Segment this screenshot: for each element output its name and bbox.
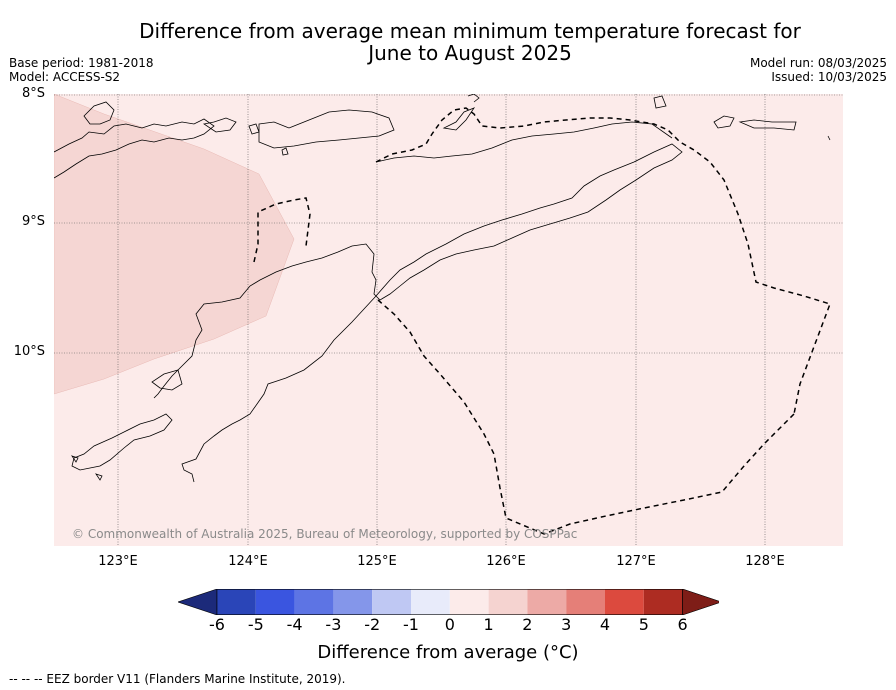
eez-borders bbox=[253, 107, 831, 535]
copyright-notice: © Commonwealth of Australia 2025, Bureau… bbox=[72, 527, 578, 541]
lon-label-124e: 124°E bbox=[228, 554, 268, 569]
coast-island-north-2 bbox=[442, 107, 476, 131]
coast-island-north bbox=[467, 94, 480, 103]
colorbar-segment bbox=[527, 589, 567, 615]
coast-pantar bbox=[202, 117, 237, 133]
colorbar-segment bbox=[255, 589, 295, 615]
colorbar-segment bbox=[488, 589, 528, 615]
coast-alor bbox=[83, 101, 115, 125]
eez-legend-note: -- -- -- EEZ border V11 (Flanders Marine… bbox=[9, 672, 346, 686]
lon-label-126e: 126°E bbox=[486, 554, 526, 569]
lon-label-123e: 123°E bbox=[98, 554, 138, 569]
colorbar-tick-label: 3 bbox=[561, 615, 572, 634]
lat-label-9s: 9°S bbox=[21, 214, 45, 229]
colorbar-tick-label: 2 bbox=[522, 615, 533, 634]
gridlines bbox=[54, 94, 843, 546]
coast-island-east-4 bbox=[827, 135, 831, 141]
colorbar-label: Difference from average (°C) bbox=[317, 642, 579, 663]
colorbar-segment bbox=[217, 589, 256, 615]
colorbar-tick-label: 1 bbox=[483, 615, 494, 634]
colorbar-extend-high bbox=[682, 589, 719, 615]
colorbar-tick-label: 5 bbox=[638, 615, 649, 634]
coast-savu bbox=[71, 413, 173, 471]
colorbar-outline bbox=[216, 589, 683, 615]
colorbar-segment bbox=[643, 589, 683, 615]
colorbar-segment bbox=[566, 589, 605, 615]
model-name: Model: ACCESS-S2 bbox=[9, 70, 121, 84]
colorbar-tick-label: -5 bbox=[247, 615, 264, 634]
meta-right: Model run: 08/03/2025 Issued: 10/03/2025 bbox=[750, 56, 887, 84]
colorbar-segment bbox=[449, 589, 489, 615]
coast-islet-1 bbox=[71, 455, 79, 463]
meta-left: Base period: 1981-2018 Model: ACCESS-S2 bbox=[9, 56, 154, 84]
title-line-1: Difference from average mean minimum tem… bbox=[139, 19, 801, 43]
eez-border-south bbox=[377, 299, 795, 535]
title-line-2: June to August 2025 bbox=[368, 41, 572, 65]
coast-island-east-2 bbox=[713, 115, 735, 129]
colorbar-segment bbox=[333, 589, 373, 615]
colorbar-tick-label: -6 bbox=[209, 615, 225, 634]
model-run: Model run: 08/03/2025 bbox=[749, 56, 887, 70]
colorbar-extend-low bbox=[178, 589, 218, 615]
lat-label-8s: 8°S bbox=[21, 86, 45, 101]
lon-label-127e: 127°E bbox=[616, 554, 656, 569]
base-period: Base period: 1981-2018 bbox=[9, 56, 154, 70]
colorbar-tick-label: -4 bbox=[286, 615, 303, 634]
colorbar-tick-label: -3 bbox=[325, 615, 342, 634]
colorbar-segment bbox=[411, 589, 450, 615]
colorbar-tick-label: -2 bbox=[364, 615, 381, 634]
coast-island-small-2 bbox=[281, 147, 289, 156]
colorbar-tick-label: 6 bbox=[677, 615, 688, 634]
map-panel bbox=[54, 94, 843, 546]
issued-date: Issued: 10/03/2025 bbox=[771, 70, 887, 84]
coast-island-east-3 bbox=[738, 119, 797, 131]
coast-island-east-1 bbox=[653, 95, 667, 109]
colorbar-segment bbox=[372, 589, 411, 615]
colorbar-segment bbox=[294, 589, 334, 615]
map-title: Difference from average mean minimum tem… bbox=[80, 20, 860, 64]
lat-label-10s: 10°S bbox=[13, 344, 45, 359]
coast-timor-top bbox=[375, 121, 673, 163]
coastlines bbox=[54, 94, 831, 483]
coast-wetar bbox=[258, 109, 395, 149]
anomaly-zone-1-2 bbox=[54, 94, 295, 395]
eez-border-north bbox=[375, 107, 831, 415]
coast-flores bbox=[54, 118, 215, 179]
colorbar-tick-label: 0 bbox=[444, 615, 455, 634]
colorbar-segment bbox=[605, 589, 644, 615]
colorbar-tick-label: 4 bbox=[599, 615, 611, 634]
lon-label-125e: 125°E bbox=[357, 554, 397, 569]
colorbar-tick-label: -1 bbox=[403, 615, 419, 634]
coast-islet-2 bbox=[95, 473, 103, 481]
coast-island-small-1 bbox=[248, 123, 260, 135]
lon-label-128e: 128°E bbox=[745, 554, 785, 569]
coast-rote bbox=[151, 369, 183, 391]
coast-timor bbox=[153, 143, 683, 483]
colorbar bbox=[178, 589, 719, 615]
